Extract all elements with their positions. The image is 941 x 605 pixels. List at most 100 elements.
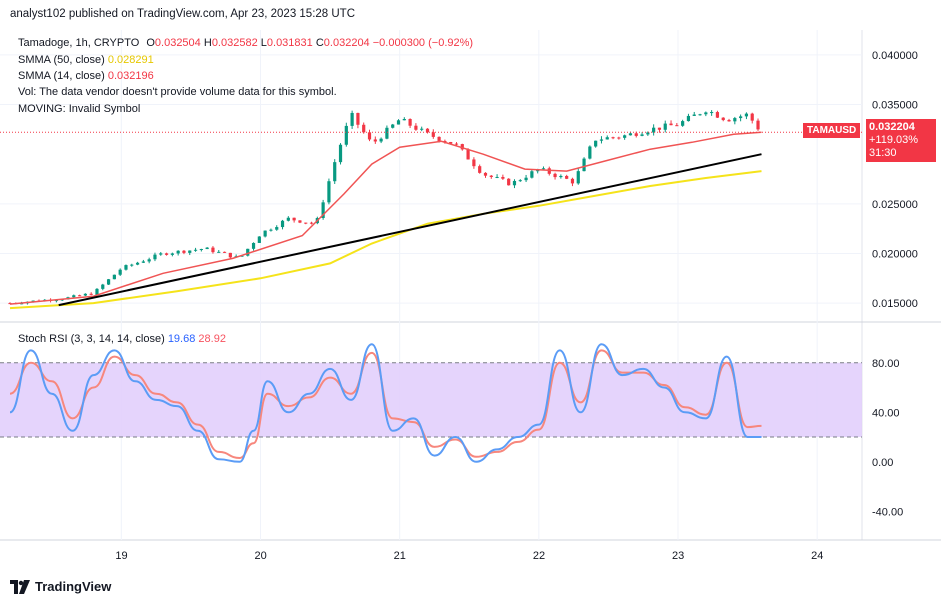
candle-body	[251, 242, 256, 249]
candle-body	[280, 220, 285, 228]
price-tag-box: 0.032204 +119.03% 31:30	[866, 119, 936, 162]
stoch-k-value: 19.68	[167, 333, 196, 345]
stoch-d-line	[9, 349, 762, 460]
trendline[interactable]	[58, 153, 762, 307]
moving-legend[interactable]: MOVING: Invalid Symbol	[18, 103, 141, 115]
candle-body	[298, 220, 302, 223]
high-label: H	[203, 37, 212, 49]
symbol-label[interactable]: Tamadoge, 1h, CRYPTO	[18, 37, 140, 49]
candle-body	[599, 139, 604, 141]
candle-body	[286, 217, 290, 221]
candle-body	[727, 120, 731, 122]
candle-body	[710, 112, 714, 114]
candle-body	[263, 230, 267, 237]
candle-body	[391, 124, 395, 128]
candle-body	[89, 293, 93, 295]
tradingview-icon	[10, 579, 30, 594]
open-label: O	[146, 37, 155, 49]
time-tick-label: 22	[533, 550, 545, 562]
change-value: −0.000300 (−0.92%)	[372, 37, 474, 49]
candle-body	[628, 133, 633, 136]
price-tick-label: 0.025000	[872, 199, 918, 211]
candle-body	[454, 143, 459, 145]
candle-body	[582, 158, 586, 172]
candle-body	[565, 175, 569, 179]
candle-body	[652, 127, 656, 133]
time-tick-label: 23	[672, 550, 684, 562]
close-value: 0.032204	[323, 37, 370, 49]
volume-legend[interactable]: Vol: The data vendor doesn't provide vol…	[18, 86, 337, 98]
candle-body	[512, 180, 517, 186]
candle-body	[518, 180, 522, 182]
stoch-d-value: 28.92	[198, 333, 226, 345]
candle-body	[83, 293, 87, 296]
candle-body	[739, 116, 743, 119]
candle-body	[449, 142, 453, 144]
candle-body	[559, 175, 563, 178]
candle-body	[246, 248, 250, 256]
candle-body	[112, 274, 116, 280]
candle-body	[211, 247, 215, 253]
candle-body	[634, 133, 638, 136]
price-axis[interactable]: 0.040000 0.035000 0.025000 0.020000 0.015000	[872, 50, 918, 310]
price-tick-label: 0.035000	[872, 100, 918, 112]
smma50-value: 0.028291	[107, 54, 154, 66]
candle-body	[304, 222, 308, 224]
candle-body	[617, 137, 621, 139]
smma14-value: 0.032196	[107, 70, 154, 82]
candle-body	[483, 172, 488, 176]
candle-body	[199, 249, 203, 251]
candle-body	[588, 146, 592, 159]
candle-body	[350, 112, 354, 126]
candle-body	[101, 284, 105, 289]
candle-body	[188, 250, 192, 253]
bar-countdown: 31:30	[869, 147, 897, 159]
candle-body	[698, 114, 702, 116]
candle-body	[118, 269, 122, 275]
candle-body	[362, 124, 366, 133]
candle-body	[750, 113, 754, 121]
smma14-line	[9, 131, 762, 305]
candle-body	[147, 259, 151, 262]
stoch-legend[interactable]: Stoch RSI (3, 3, 14, 14, close) 19.68 28…	[18, 333, 226, 345]
candle-body	[443, 140, 447, 143]
stoch-tick-label: 40.00	[872, 407, 900, 419]
stoch-axis[interactable]: 80.00 40.00 0.00 -40.00	[872, 358, 903, 519]
stoch-tick-label: -40.00	[872, 506, 903, 518]
candle-body	[472, 159, 476, 167]
candle-body	[640, 134, 644, 136]
candle-body	[141, 261, 145, 263]
candle-body	[594, 140, 598, 147]
candle-body	[344, 125, 348, 145]
candle-body	[501, 176, 505, 179]
candle-body	[379, 138, 383, 142]
candle-body	[373, 139, 377, 142]
price-pane[interactable]	[0, 30, 862, 540]
stoch-tick-label: 0.00	[872, 457, 893, 469]
price-tick-label: 0.040000	[872, 50, 918, 62]
candle-body	[657, 127, 662, 130]
candle-body	[686, 115, 691, 122]
time-tick-label: 20	[255, 550, 267, 562]
smma50-legend[interactable]: SMMA (50, close) 0.028291	[18, 54, 154, 66]
tradingview-brand: TradingView	[35, 579, 112, 594]
candle-body	[19, 303, 24, 305]
tradingview-logo[interactable]: TradingView	[10, 579, 111, 594]
candle-body	[321, 202, 325, 219]
candle-body	[182, 250, 186, 253]
candle-body	[408, 118, 412, 126]
candle-body	[356, 112, 360, 125]
candle-body	[524, 177, 528, 181]
candle-body	[327, 181, 331, 203]
candle-body	[135, 262, 140, 265]
time-tick-label: 19	[115, 550, 127, 562]
candle-body	[130, 264, 134, 266]
candle-body	[396, 120, 401, 125]
candle-body	[507, 178, 511, 186]
smma14-legend[interactable]: SMMA (14, close) 0.032196	[18, 70, 154, 82]
candle-body	[570, 178, 575, 184]
time-axis[interactable]: 19 20 21 22 23 24	[115, 550, 823, 562]
candle-body	[605, 137, 609, 140]
stoch-rsi-pane[interactable]	[0, 343, 862, 463]
